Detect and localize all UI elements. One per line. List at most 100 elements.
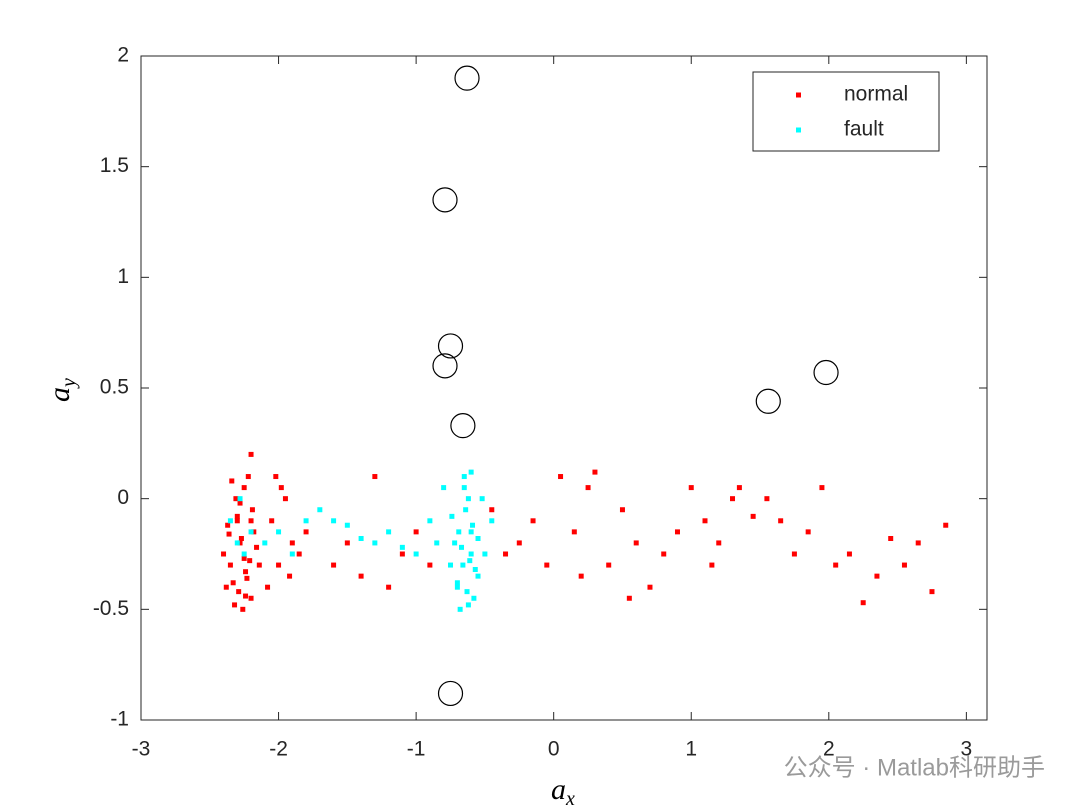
point bbox=[709, 562, 715, 568]
point bbox=[282, 496, 288, 502]
point bbox=[229, 478, 235, 484]
point bbox=[471, 595, 477, 601]
point bbox=[225, 522, 231, 528]
point bbox=[248, 451, 254, 457]
point bbox=[888, 536, 894, 542]
point bbox=[243, 593, 249, 599]
point bbox=[674, 529, 680, 535]
point bbox=[467, 558, 473, 564]
point bbox=[303, 529, 309, 535]
centroid-circle bbox=[437, 333, 464, 359]
point bbox=[240, 606, 246, 612]
point bbox=[226, 531, 232, 537]
point bbox=[331, 562, 337, 568]
point bbox=[530, 518, 536, 524]
point bbox=[578, 573, 584, 579]
point bbox=[234, 513, 240, 519]
point bbox=[503, 551, 509, 557]
point bbox=[475, 536, 481, 542]
point bbox=[289, 540, 295, 546]
centroid-circle bbox=[432, 187, 458, 213]
point bbox=[661, 551, 667, 557]
y-axis-label: ay bbox=[43, 378, 80, 402]
point bbox=[448, 562, 454, 568]
point bbox=[289, 551, 295, 557]
y-tick-label: 0.5 bbox=[100, 376, 129, 399]
point bbox=[764, 496, 770, 502]
point bbox=[254, 544, 260, 550]
point bbox=[251, 529, 257, 535]
point bbox=[303, 518, 309, 524]
point bbox=[413, 551, 419, 557]
point bbox=[358, 536, 364, 542]
point bbox=[479, 496, 485, 502]
point bbox=[221, 551, 227, 557]
x-tick-label: 0 bbox=[548, 738, 560, 761]
centroid-circle bbox=[454, 65, 480, 91]
centroid-circle bbox=[432, 353, 458, 379]
point bbox=[688, 485, 694, 491]
x-tick-label: -1 bbox=[407, 738, 426, 761]
point bbox=[236, 589, 242, 595]
point bbox=[237, 496, 243, 502]
point bbox=[468, 551, 474, 557]
point bbox=[468, 529, 474, 535]
point bbox=[227, 518, 233, 524]
point bbox=[874, 573, 880, 579]
point bbox=[833, 562, 839, 568]
y-tick-label: -1 bbox=[110, 708, 129, 731]
point bbox=[441, 485, 447, 491]
point bbox=[736, 485, 742, 491]
point bbox=[449, 513, 455, 519]
point bbox=[241, 485, 247, 491]
point bbox=[256, 562, 262, 568]
y-label-main: a bbox=[43, 387, 76, 402]
point bbox=[223, 584, 229, 590]
point bbox=[238, 536, 244, 542]
point bbox=[846, 551, 852, 557]
point bbox=[465, 602, 471, 608]
point bbox=[372, 474, 378, 480]
point bbox=[273, 474, 279, 480]
centroid-circle bbox=[755, 388, 781, 414]
point bbox=[227, 562, 233, 568]
point bbox=[454, 584, 460, 590]
point bbox=[233, 496, 239, 502]
point bbox=[558, 474, 564, 480]
x-axis-label: ax bbox=[551, 773, 575, 810]
point bbox=[465, 496, 471, 502]
point bbox=[470, 522, 476, 528]
point bbox=[454, 580, 460, 586]
point bbox=[248, 529, 254, 535]
point bbox=[230, 580, 236, 586]
x-tick-label: -2 bbox=[269, 738, 288, 761]
point bbox=[716, 540, 722, 546]
point bbox=[287, 573, 293, 579]
point bbox=[248, 518, 254, 524]
point bbox=[456, 529, 462, 535]
point bbox=[463, 507, 469, 513]
point bbox=[269, 518, 275, 524]
point bbox=[234, 518, 240, 524]
point bbox=[943, 522, 949, 528]
point bbox=[606, 562, 612, 568]
point bbox=[358, 573, 364, 579]
point bbox=[237, 500, 243, 506]
point bbox=[427, 562, 433, 568]
x-tick-label: -3 bbox=[132, 738, 151, 761]
point bbox=[619, 507, 625, 513]
point bbox=[344, 522, 350, 528]
point bbox=[460, 562, 466, 568]
point bbox=[413, 529, 419, 535]
point bbox=[241, 555, 247, 561]
point bbox=[516, 540, 522, 546]
point bbox=[386, 584, 392, 590]
point bbox=[472, 566, 478, 572]
point bbox=[386, 529, 392, 535]
x-tick-label: 3 bbox=[961, 738, 973, 761]
point bbox=[427, 518, 433, 524]
point bbox=[633, 540, 639, 546]
point bbox=[276, 562, 282, 568]
point bbox=[489, 518, 495, 524]
